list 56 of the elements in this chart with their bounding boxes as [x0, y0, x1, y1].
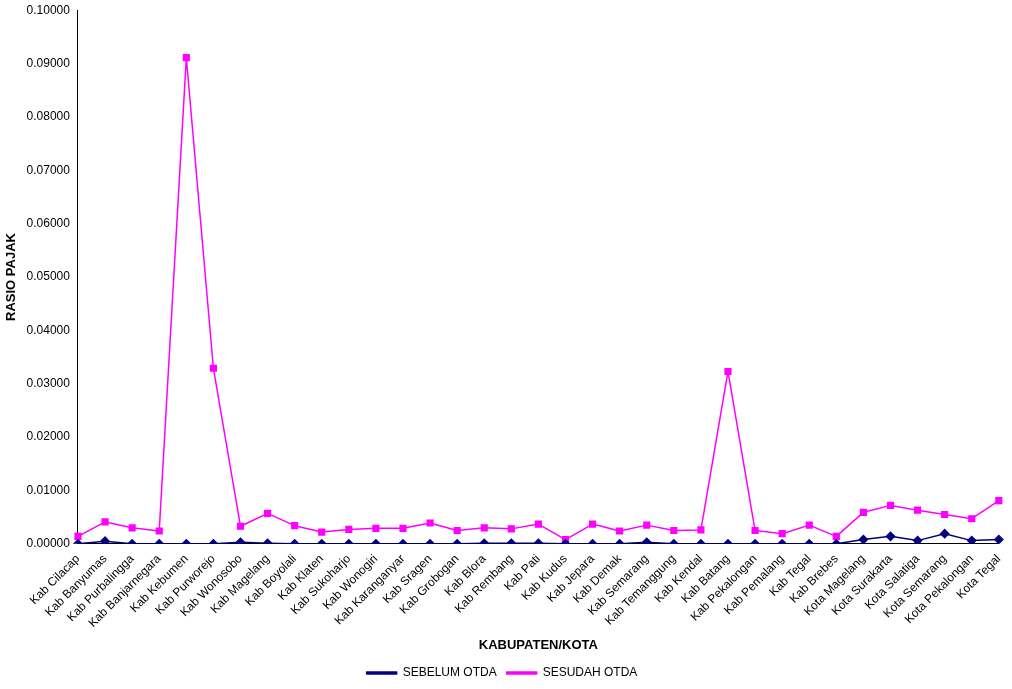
y-tick-label: 0.10000 [26, 2, 71, 17]
point [966, 535, 977, 544]
point [751, 526, 759, 535]
point [643, 521, 651, 529]
point [886, 501, 895, 509]
y-tick-label: 0.06000 [26, 215, 71, 230]
point [101, 518, 109, 526]
point [100, 536, 110, 544]
point [832, 532, 840, 540]
point [697, 526, 705, 534]
point [291, 522, 299, 530]
point [939, 528, 950, 539]
point [155, 527, 163, 535]
point [236, 522, 245, 530]
point [994, 534, 1004, 544]
point [616, 527, 624, 535]
point [182, 54, 190, 62]
point [372, 524, 380, 532]
y-tick-label: 0.09000 [26, 55, 71, 70]
y-axis-title: RASIO PAJAK [3, 232, 19, 321]
point [534, 520, 542, 528]
point [128, 524, 136, 532]
point [912, 535, 923, 544]
y-tick-label: 0.03000 [26, 376, 71, 391]
y-tick-label: 0.02000 [26, 429, 71, 444]
y-tick-label: 0.08000 [26, 109, 71, 124]
point [913, 506, 922, 514]
point [209, 364, 217, 372]
point [399, 524, 407, 532]
y-tick-label: 0.04000 [26, 322, 71, 337]
x-axis-title: KABUPATEN/KOTA [478, 636, 599, 652]
point [885, 531, 896, 542]
legend-label: SEBELUM OTDA [402, 665, 497, 680]
point [858, 534, 869, 544]
legend-label: SESUDAH OTDA [542, 665, 638, 680]
point [74, 532, 82, 540]
y-tick-label: 0.07000 [26, 162, 71, 177]
point [670, 526, 678, 535]
point [480, 524, 488, 532]
point [588, 520, 597, 528]
y-tick-label: 0.01000 [26, 482, 71, 497]
point [968, 515, 976, 523]
point [778, 530, 786, 538]
y-tick-label: 0.05000 [26, 269, 71, 284]
point [507, 525, 515, 533]
point [345, 525, 353, 533]
point [859, 508, 867, 516]
point [453, 526, 461, 535]
y-tick-label: 0.00000 [26, 536, 71, 551]
point [941, 510, 949, 519]
point [318, 528, 326, 536]
point [995, 497, 1003, 505]
point [263, 509, 272, 517]
point [426, 519, 434, 527]
point [805, 521, 813, 529]
point [724, 367, 732, 376]
